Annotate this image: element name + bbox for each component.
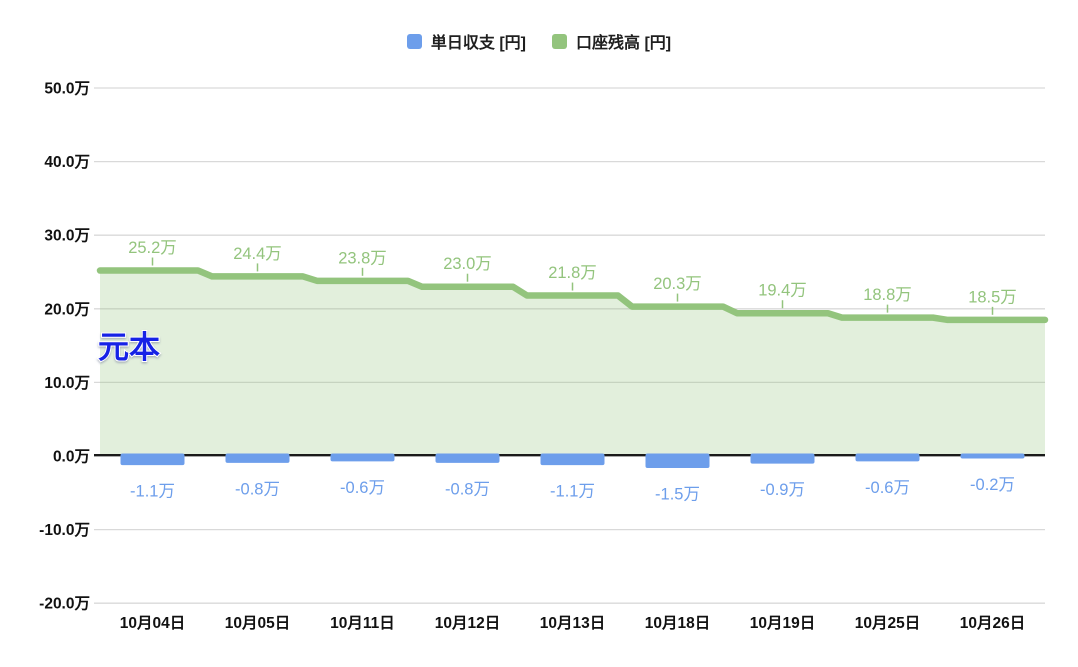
x-tick-label: 10月25日: [855, 614, 920, 632]
daily-pl-bar[interactable]: [960, 453, 1025, 459]
legend-label-account-balance: 口座残高 [円]: [576, 35, 672, 52]
balance-label: 23.8万: [338, 249, 387, 267]
daily-pl-bar[interactable]: [435, 453, 500, 463]
daily-pl-bar[interactable]: [225, 453, 290, 463]
balance-label: 24.4万: [233, 245, 282, 263]
y-tick-label: 10.0万: [44, 375, 90, 392]
daily-pl-bar[interactable]: [120, 453, 185, 466]
blue-square-swatch-icon: [406, 33, 422, 49]
balance-label: 25.2万: [128, 239, 177, 257]
y-tick-label: 20.0万: [44, 301, 90, 318]
x-tick-label: 10月13日: [540, 614, 605, 632]
chart-legend: 単日収支 [円] 口座残高 [円]: [0, 29, 1078, 53]
y-tick-label: 40.0万: [44, 154, 90, 171]
daily-pl-label: -1.5万: [655, 486, 700, 504]
daily-pl-bar[interactable]: [330, 453, 395, 462]
balance-label: 19.4万: [758, 282, 807, 300]
x-tick-label: 10月11日: [330, 614, 395, 632]
x-tick-label: 10月18日: [645, 614, 710, 632]
balance-label: 21.8万: [548, 264, 597, 282]
balance-label: 18.8万: [863, 286, 912, 304]
x-tick-label: 10月12日: [435, 614, 500, 632]
x-tick-label: 10月26日: [960, 614, 1025, 632]
daily-pl-label: -0.6万: [340, 479, 385, 497]
balance-area-fill[interactable]: [100, 270, 1045, 456]
x-tick-label: 10月19日: [750, 614, 815, 632]
x-tick-label: 10月04日: [120, 614, 185, 632]
daily-pl-label: -0.9万: [760, 481, 805, 499]
daily-pl-label: -0.6万: [865, 479, 910, 497]
legend-item-daily-balance[interactable]: 単日収支 [円]: [406, 29, 526, 53]
balance-label: 20.3万: [653, 275, 702, 293]
daily-pl-label: -0.8万: [445, 480, 490, 498]
daily-pl-bar[interactable]: [855, 453, 920, 462]
legend-label-daily-balance: 単日収支 [円]: [430, 35, 526, 52]
daily-pl-bar[interactable]: [645, 453, 710, 469]
y-tick-label: 50.0万: [44, 81, 90, 98]
green-square-swatch-icon: [552, 33, 567, 49]
daily-pl-label: -1.1万: [550, 483, 595, 501]
y-tick-label: -10.0万: [39, 522, 90, 539]
y-tick-label: 0.0万: [53, 449, 90, 466]
daily-pl-bar[interactable]: [750, 453, 815, 464]
daily-pl-bar[interactable]: [540, 453, 605, 466]
y-tick-label: 30.0万: [44, 228, 90, 245]
x-tick-label: 10月05日: [225, 614, 290, 632]
y-tick-label: -20.0万: [39, 596, 90, 613]
daily-pl-label: -1.1万: [130, 483, 175, 501]
balance-step-line[interactable]: [96, 267, 1049, 324]
balance-label: 18.5万: [968, 288, 1017, 306]
balance-label: 23.0万: [443, 255, 492, 273]
principal-label: 元本: [98, 330, 160, 365]
daily-pl-label: -0.8万: [235, 480, 280, 498]
daily-pl-label: -0.2万: [970, 476, 1015, 494]
legend-item-account-balance[interactable]: 口座残高 [円]: [552, 29, 671, 53]
